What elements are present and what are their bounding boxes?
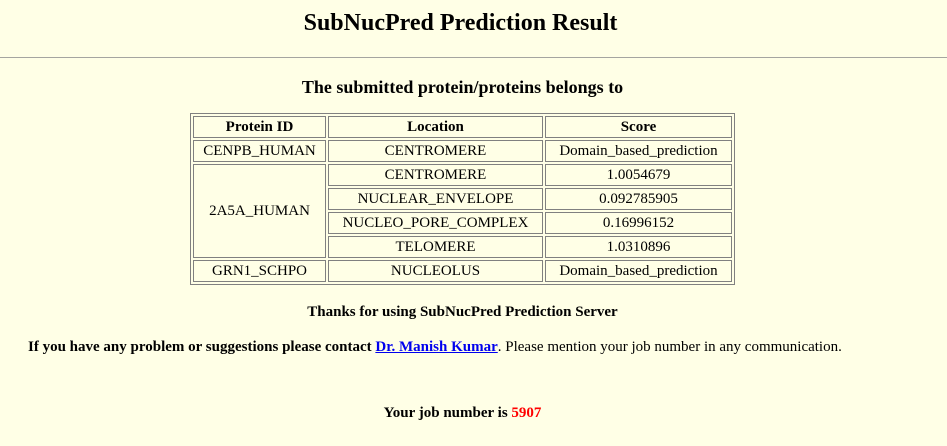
score-cell: 0.092785905 xyxy=(545,188,732,210)
protein-id-cell: CENPB_HUMAN xyxy=(193,140,326,162)
score-cell: 1.0310896 xyxy=(545,236,732,258)
table-row: GRN1_SCHPO NUCLEOLUS Domain_based_predic… xyxy=(193,260,732,282)
location-cell: NUCLEO_PORE_COMPLEX xyxy=(328,212,543,234)
header-score: Score xyxy=(545,116,732,138)
job-number-line: Your job number is 5907 xyxy=(0,403,925,423)
contact-message: If you have any problem or suggestions p… xyxy=(28,337,842,357)
contact-link[interactable]: Dr. Manish Kumar xyxy=(375,339,498,355)
location-cell: NUCLEOLUS xyxy=(328,260,543,282)
thanks-message: Thanks for using SubNucPred Prediction S… xyxy=(307,304,618,320)
contact-suffix: . Please mention your job number in any … xyxy=(497,339,842,355)
results-table: Protein ID Location Score CENPB_HUMAN CE… xyxy=(190,113,735,285)
score-cell: 1.0054679 xyxy=(545,164,732,186)
job-label: Your job number is xyxy=(383,405,508,421)
protein-id-cell: GRN1_SCHPO xyxy=(193,260,326,282)
header-protein-id: Protein ID xyxy=(193,116,326,138)
job-number: 5907 xyxy=(511,405,542,421)
score-cell: 0.16996152 xyxy=(545,212,732,234)
protein-id-cell: 2A5A_HUMAN xyxy=(193,164,326,258)
table-row: 2A5A_HUMAN CENTROMERE 1.0054679 xyxy=(193,164,732,258)
score-cell: Domain_based_prediction xyxy=(545,140,732,162)
table-row: TELOMERE 1.0310896 xyxy=(193,236,732,258)
table-row: CENPB_HUMAN CENTROMERE Domain_based_pred… xyxy=(193,140,732,162)
page-title: SubNucPred Prediction Result xyxy=(303,10,618,36)
table-row: NUCLEAR_ENVELOPE 0.092785905 xyxy=(193,188,732,210)
location-cell: TELOMERE xyxy=(328,236,543,258)
header-location: Location xyxy=(328,116,543,138)
location-cell: CENTROMERE xyxy=(328,164,543,186)
results-subtitle: The submitted protein/proteins belongs t… xyxy=(301,77,624,97)
contact-prefix: If you have any problem or suggestions p… xyxy=(28,339,372,355)
horizontal-rule xyxy=(0,57,947,58)
location-cell: NUCLEAR_ENVELOPE xyxy=(328,188,543,210)
score-cell: Domain_based_prediction xyxy=(545,260,732,282)
table-row: NUCLEO_PORE_COMPLEX 0.16996152 xyxy=(193,212,732,234)
table-header-row: Protein ID Location Score xyxy=(193,116,732,138)
location-cell: CENTROMERE xyxy=(328,140,543,162)
